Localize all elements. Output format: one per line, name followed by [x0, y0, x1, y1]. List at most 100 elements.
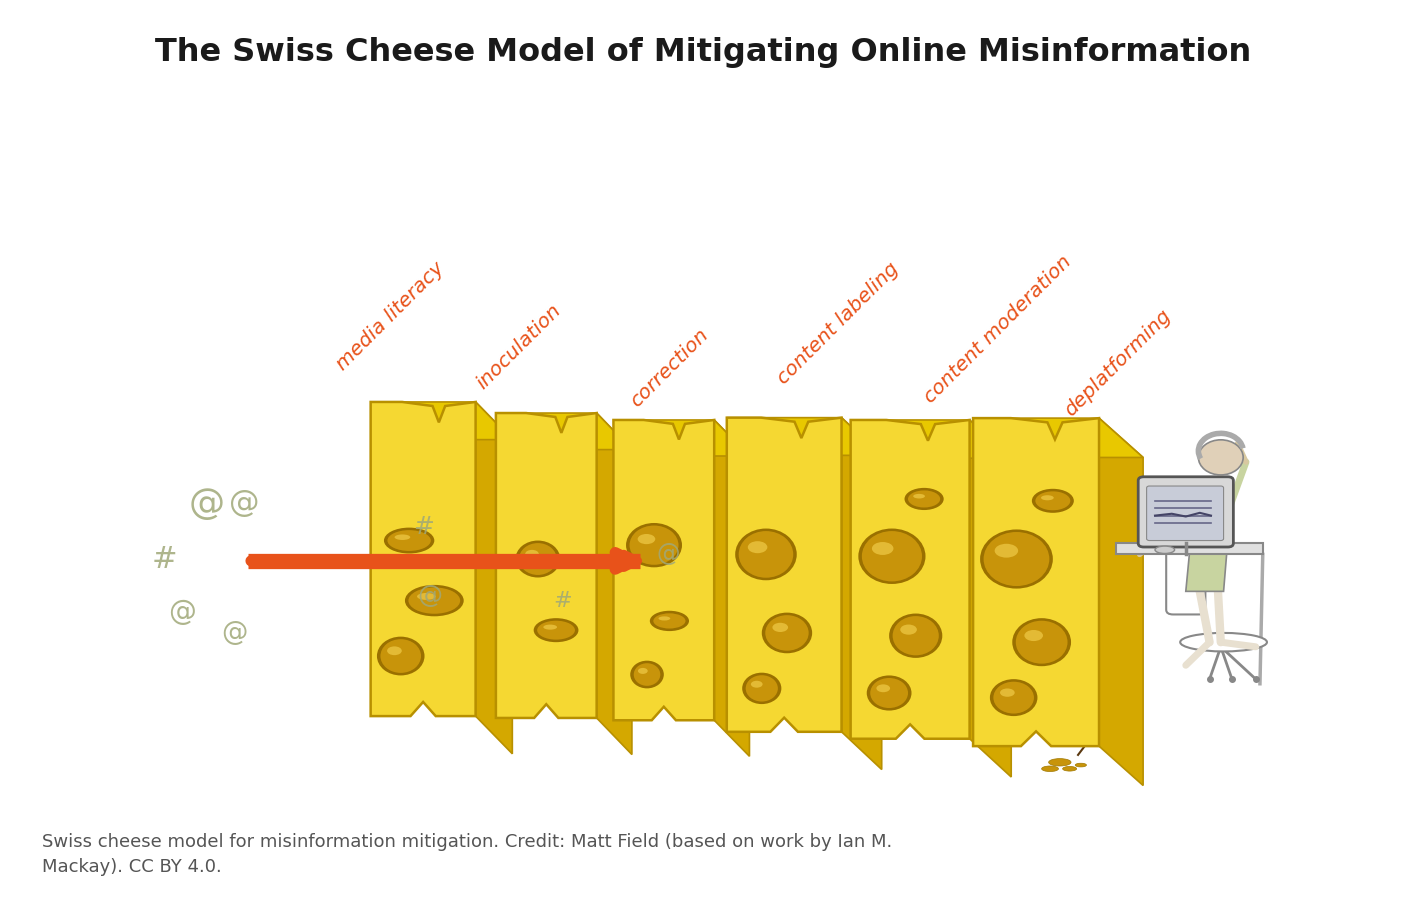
Ellipse shape	[384, 528, 434, 553]
Ellipse shape	[633, 663, 661, 687]
Polygon shape	[842, 418, 882, 770]
Polygon shape	[851, 419, 970, 739]
Ellipse shape	[762, 613, 813, 653]
Ellipse shape	[395, 534, 411, 540]
Text: inoculation: inoculation	[472, 300, 565, 393]
Ellipse shape	[638, 668, 648, 674]
Ellipse shape	[628, 525, 679, 565]
Ellipse shape	[658, 616, 671, 621]
Ellipse shape	[912, 493, 925, 499]
Polygon shape	[714, 419, 749, 756]
Ellipse shape	[1015, 620, 1069, 664]
Polygon shape	[475, 402, 512, 754]
Ellipse shape	[626, 523, 682, 567]
Ellipse shape	[993, 681, 1035, 714]
Text: content moderation: content moderation	[921, 252, 1076, 407]
Ellipse shape	[1063, 766, 1077, 771]
Ellipse shape	[748, 541, 768, 553]
FancyBboxPatch shape	[1139, 477, 1233, 547]
Ellipse shape	[1059, 709, 1084, 736]
Ellipse shape	[1180, 633, 1267, 651]
Ellipse shape	[751, 681, 762, 687]
Ellipse shape	[652, 613, 686, 629]
Polygon shape	[496, 413, 631, 450]
Polygon shape	[371, 402, 512, 440]
Ellipse shape	[543, 625, 557, 629]
Text: @: @	[221, 620, 247, 646]
Ellipse shape	[418, 593, 436, 600]
Ellipse shape	[1032, 489, 1074, 513]
Bar	[1116, 543, 1263, 554]
Text: correction: correction	[627, 325, 713, 411]
Polygon shape	[973, 418, 1143, 457]
Ellipse shape	[650, 611, 689, 631]
Ellipse shape	[516, 541, 560, 578]
Text: Swiss cheese model for misinformation mitigation. Credit: Matt Field (based on w: Swiss cheese model for misinformation mi…	[42, 833, 893, 877]
Ellipse shape	[405, 585, 464, 616]
FancyBboxPatch shape	[1147, 486, 1223, 541]
Ellipse shape	[1198, 440, 1243, 475]
Ellipse shape	[772, 623, 789, 632]
Ellipse shape	[519, 542, 557, 576]
Ellipse shape	[1063, 698, 1080, 711]
Ellipse shape	[735, 529, 797, 580]
Ellipse shape	[387, 647, 402, 655]
Ellipse shape	[904, 488, 943, 510]
Polygon shape	[613, 419, 714, 721]
Ellipse shape	[889, 614, 942, 658]
Ellipse shape	[994, 543, 1018, 557]
Ellipse shape	[891, 615, 939, 656]
Polygon shape	[496, 413, 596, 718]
Text: content labeling: content labeling	[773, 259, 903, 388]
Text: The Swiss Cheese Model of Mitigating Online Misinformation: The Swiss Cheese Model of Mitigating Onl…	[155, 37, 1251, 68]
Ellipse shape	[524, 550, 538, 558]
Polygon shape	[1099, 418, 1143, 785]
Ellipse shape	[866, 675, 911, 711]
Ellipse shape	[377, 637, 425, 675]
Polygon shape	[970, 419, 1011, 777]
Polygon shape	[596, 413, 631, 755]
Text: @: @	[657, 542, 679, 566]
Ellipse shape	[1049, 759, 1071, 766]
Ellipse shape	[1012, 618, 1071, 666]
Ellipse shape	[1025, 630, 1043, 641]
Ellipse shape	[742, 673, 782, 704]
Text: @: @	[169, 598, 197, 626]
Ellipse shape	[858, 529, 925, 584]
Polygon shape	[851, 419, 1011, 458]
Text: @: @	[188, 487, 225, 520]
Polygon shape	[613, 419, 749, 456]
Ellipse shape	[1000, 688, 1015, 697]
Ellipse shape	[1040, 495, 1053, 500]
Polygon shape	[727, 418, 882, 456]
Text: media literacy: media literacy	[333, 259, 449, 374]
Ellipse shape	[983, 531, 1050, 587]
Ellipse shape	[745, 675, 779, 702]
Ellipse shape	[980, 529, 1053, 589]
Ellipse shape	[537, 620, 575, 640]
Polygon shape	[1185, 490, 1232, 591]
Ellipse shape	[872, 542, 893, 555]
Ellipse shape	[738, 530, 794, 578]
Polygon shape	[371, 402, 475, 716]
Ellipse shape	[990, 679, 1038, 716]
Ellipse shape	[869, 677, 908, 709]
Text: deplatforming: deplatforming	[1060, 307, 1174, 420]
Ellipse shape	[765, 614, 810, 651]
Ellipse shape	[1035, 491, 1071, 511]
Ellipse shape	[630, 661, 664, 688]
Polygon shape	[727, 418, 842, 732]
Ellipse shape	[907, 490, 941, 508]
Ellipse shape	[534, 618, 578, 642]
Ellipse shape	[876, 685, 890, 692]
Text: #: #	[554, 590, 572, 611]
Ellipse shape	[408, 587, 461, 614]
Ellipse shape	[638, 534, 655, 544]
Ellipse shape	[387, 529, 432, 552]
Ellipse shape	[1154, 546, 1174, 553]
FancyBboxPatch shape	[1166, 513, 1205, 614]
Text: @: @	[229, 489, 259, 518]
Ellipse shape	[860, 530, 922, 582]
Polygon shape	[973, 418, 1099, 747]
Ellipse shape	[900, 625, 917, 635]
